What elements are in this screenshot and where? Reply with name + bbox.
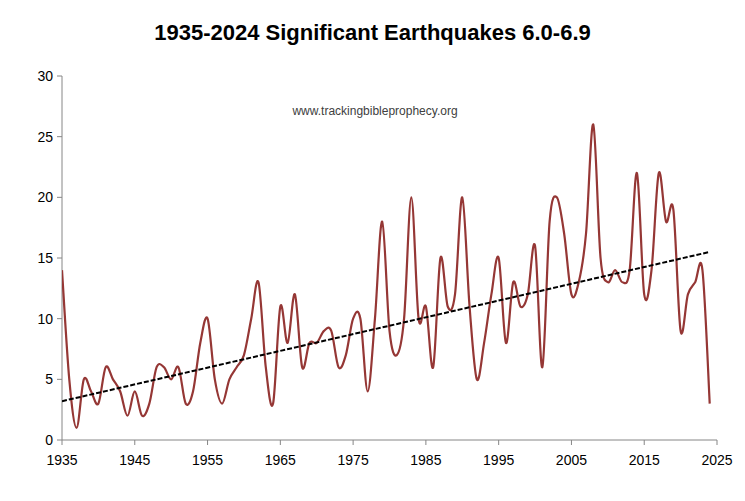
x-tick (280, 440, 281, 445)
x-tick (207, 440, 208, 445)
x-tick-label: 1985 (410, 452, 441, 468)
y-tick-label: 25 (37, 129, 53, 145)
y-tick (57, 440, 62, 441)
plot-area (62, 124, 710, 427)
chart: 1935-2024 Significant Earthquakes 6.0-6.… (0, 0, 745, 501)
x-tick-label: 2005 (556, 452, 587, 468)
y-tick (57, 197, 62, 198)
x-tick (62, 440, 63, 445)
series-line (62, 124, 710, 427)
y-tick-label: 30 (37, 68, 53, 84)
y-tick-label: 20 (37, 189, 53, 205)
y-tick-label: 5 (45, 371, 53, 387)
x-tick-label: 2025 (701, 452, 732, 468)
y-tick-label: 0 (45, 432, 53, 448)
x-tick (717, 440, 718, 445)
x-tick (571, 440, 572, 445)
x-tick-label: 1945 (119, 452, 150, 468)
trend-line (62, 252, 710, 401)
x-tick (425, 440, 426, 445)
y-tick (57, 76, 62, 77)
x-tick-label: 1935 (46, 452, 77, 468)
y-tick (57, 258, 62, 259)
y-tick (57, 379, 62, 380)
y-tick (57, 136, 62, 137)
x-tick (644, 440, 645, 445)
x-tick-label: 1995 (483, 452, 514, 468)
y-tick-label: 10 (37, 311, 53, 327)
x-tick (498, 440, 499, 445)
x-tick (134, 440, 135, 445)
y-tick (57, 318, 62, 319)
x-tick-label: 1975 (338, 452, 369, 468)
x-axis (62, 440, 717, 441)
x-tick-label: 1955 (192, 452, 223, 468)
title: 1935-2024 Significant Earthquakes 6.0-6.… (154, 20, 591, 45)
background (0, 0, 745, 501)
x-tick-label: 2015 (629, 452, 660, 468)
watermark: www.trackingbibleprophecy.org (291, 104, 457, 118)
x-tick (353, 440, 354, 445)
y-tick-label: 15 (37, 250, 53, 266)
x-tick-label: 1965 (265, 452, 296, 468)
